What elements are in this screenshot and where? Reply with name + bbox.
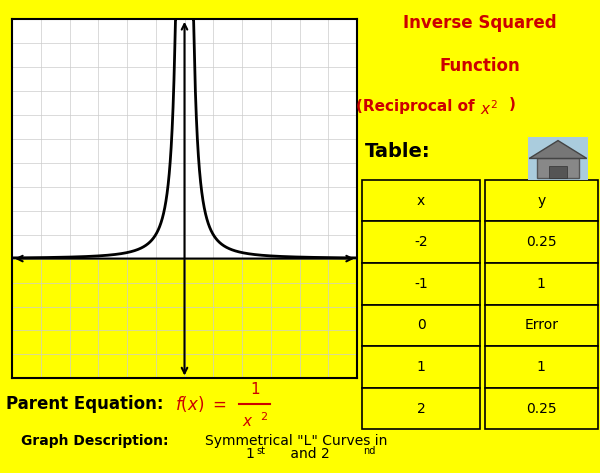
Polygon shape [529, 140, 587, 158]
Text: 1: 1 [537, 277, 545, 291]
Text: $x$: $x$ [242, 414, 254, 429]
Bar [485, 305, 598, 346]
Text: y: y [537, 193, 545, 208]
Text: x: x [417, 193, 425, 208]
Text: and 2: and 2 [286, 447, 329, 461]
Text: 2: 2 [260, 412, 267, 422]
Text: 1: 1 [250, 382, 260, 396]
Text: Symmetrical "L" Curves in: Symmetrical "L" Curves in [205, 434, 388, 448]
Text: $f(x)\ =$: $f(x)\ =$ [175, 394, 226, 414]
Text: 1: 1 [245, 447, 254, 461]
Text: -1: -1 [415, 277, 428, 291]
Text: nd: nd [364, 447, 376, 456]
Text: Parent Equation:: Parent Equation: [6, 395, 169, 413]
Bar [537, 158, 579, 178]
Bar [12, 19, 357, 259]
Text: ): ) [509, 97, 515, 112]
Text: 1: 1 [417, 360, 425, 374]
Bar [362, 221, 480, 263]
Text: Error: Error [524, 318, 558, 333]
Text: Table:: Table: [365, 142, 430, 161]
Text: 1: 1 [537, 360, 545, 374]
Text: 2: 2 [417, 402, 425, 416]
Text: Inverse Squared: Inverse Squared [403, 14, 557, 32]
Text: 0.25: 0.25 [526, 235, 557, 249]
Bar [549, 166, 567, 178]
Text: (Reciprocal of: (Reciprocal of [356, 99, 480, 114]
Bar [362, 263, 480, 305]
Bar [362, 388, 480, 429]
Bar [362, 180, 480, 221]
Text: Function: Function [440, 57, 520, 75]
Bar [485, 388, 598, 429]
Bar [485, 221, 598, 263]
Bar [485, 346, 598, 388]
Text: st: st [257, 447, 266, 456]
Text: 0: 0 [417, 318, 425, 333]
Bar [362, 305, 480, 346]
Bar [362, 346, 480, 388]
Bar [485, 263, 598, 305]
Text: $x^2$: $x^2$ [481, 99, 499, 118]
Text: Graph Description:: Graph Description: [20, 434, 168, 448]
Bar [485, 180, 598, 221]
Text: 0.25: 0.25 [526, 402, 557, 416]
Text: -2: -2 [415, 235, 428, 249]
